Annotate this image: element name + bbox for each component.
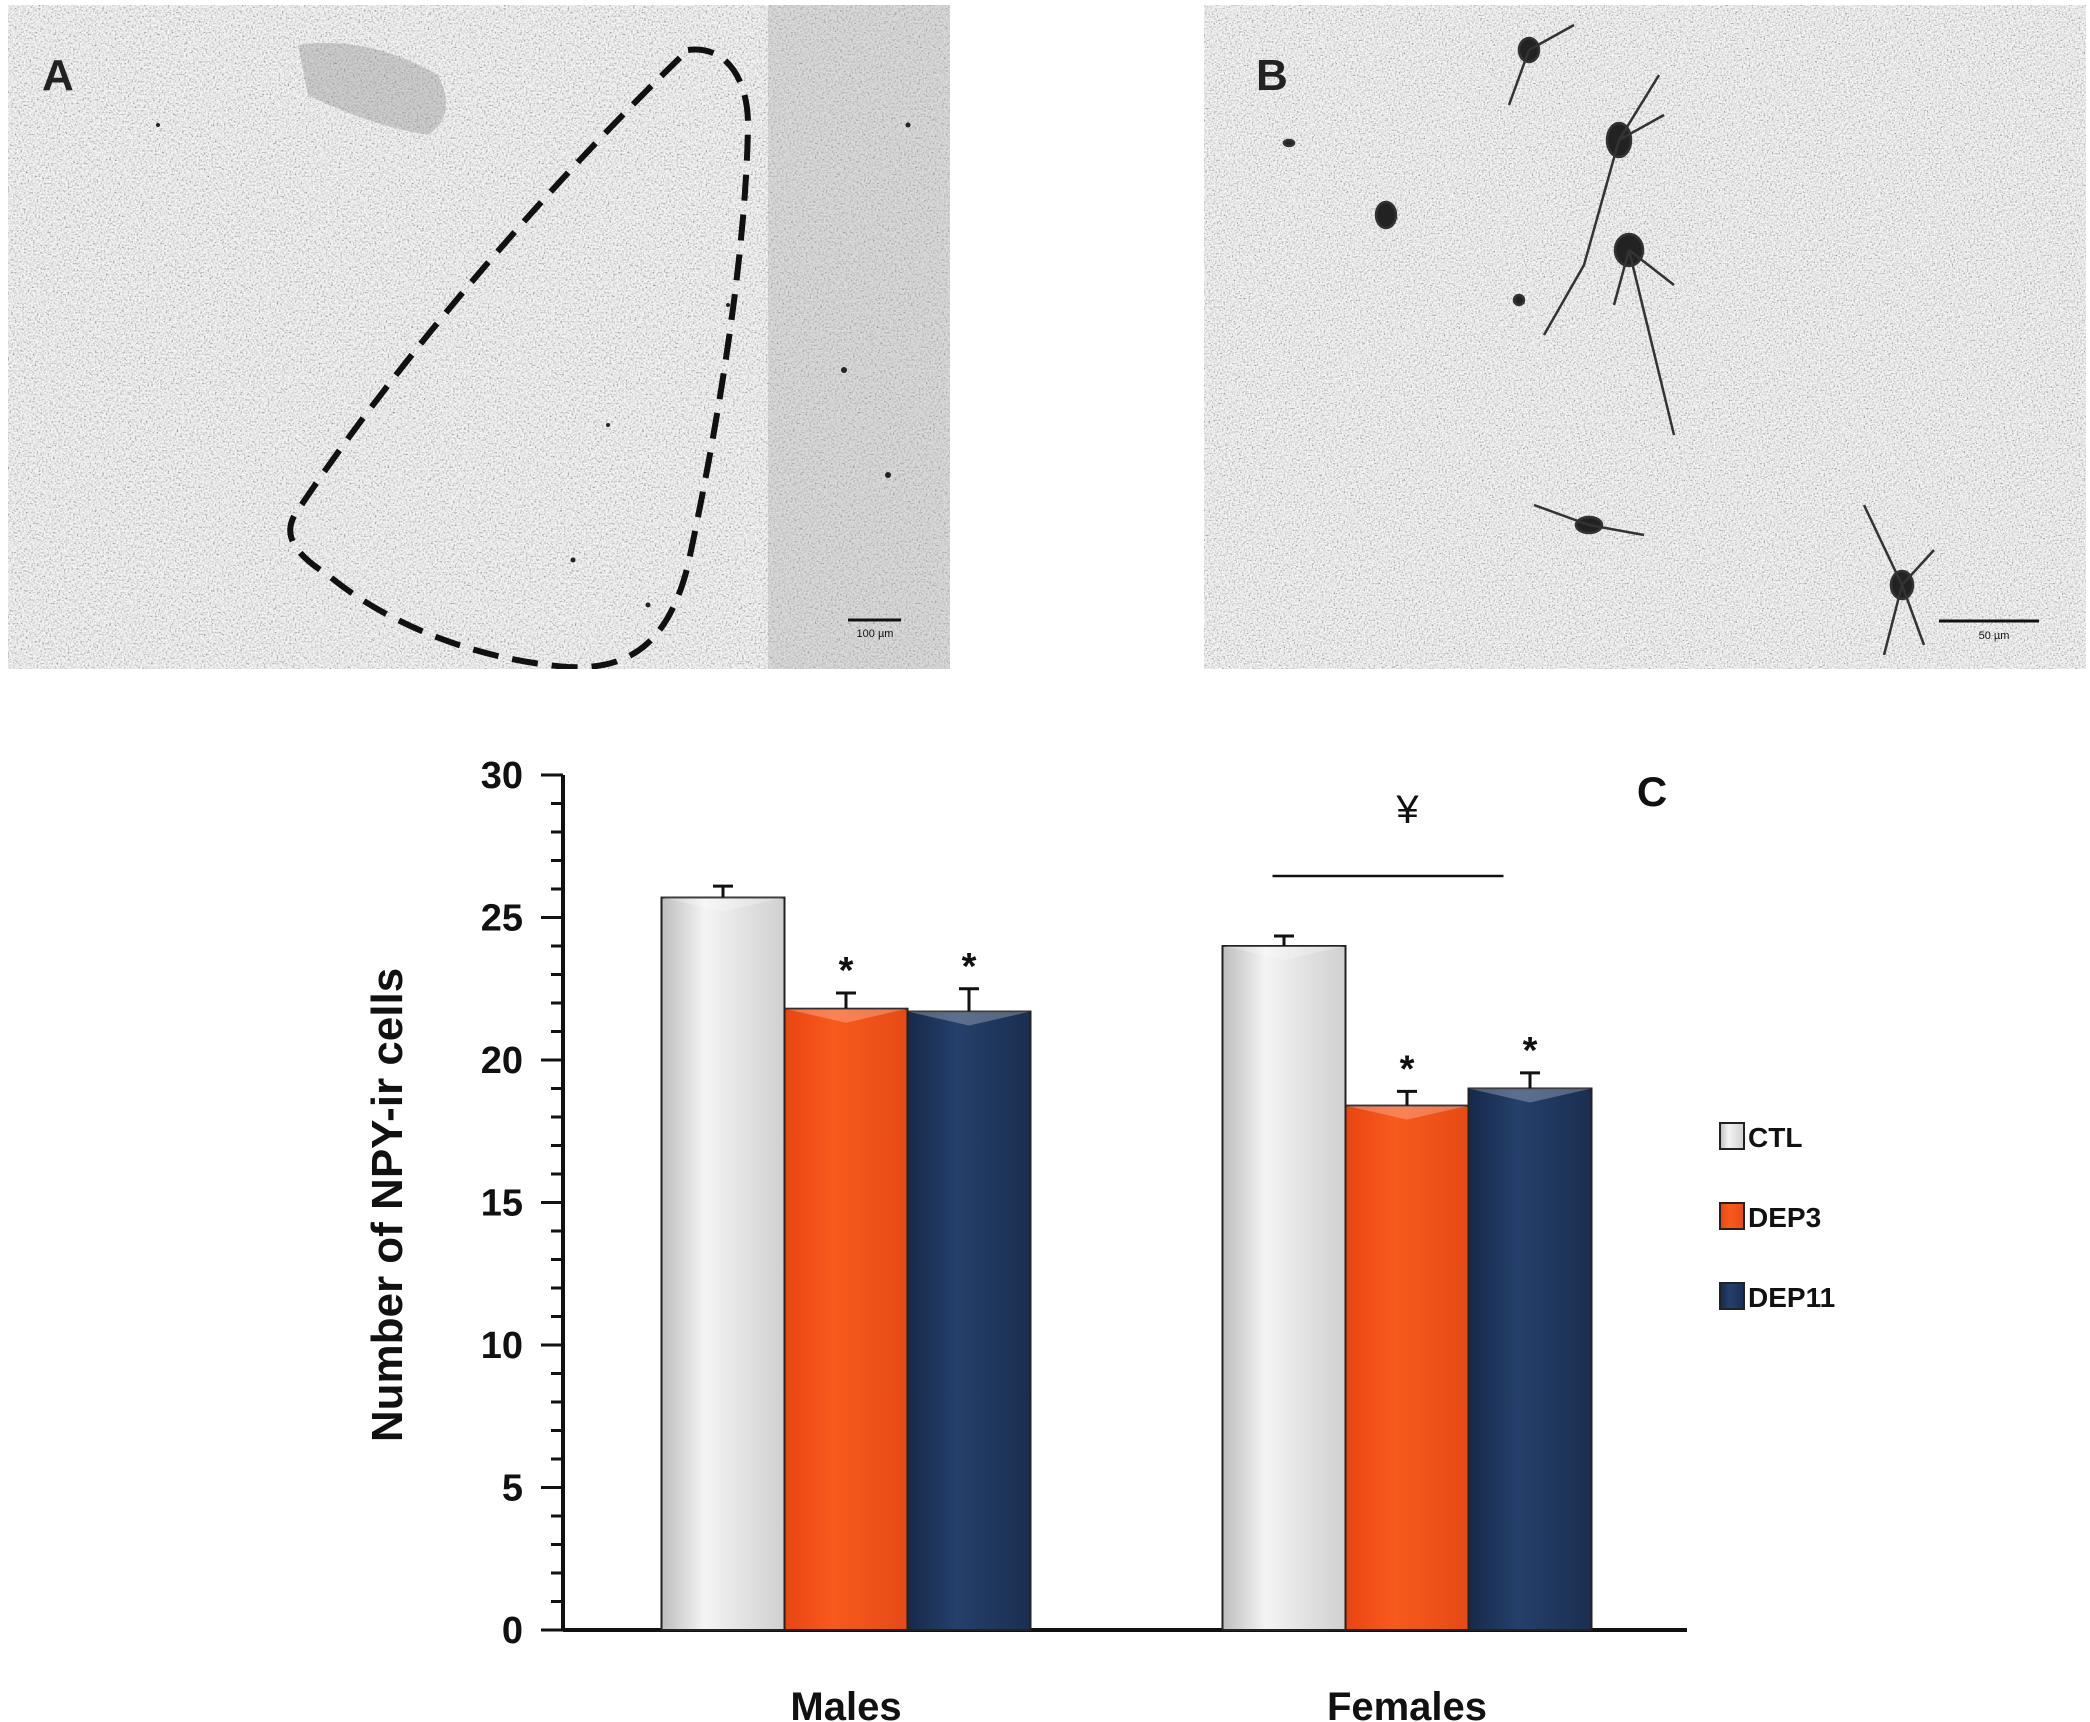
legend-swatch-ctl xyxy=(1719,1122,1745,1150)
bar-ctl-females xyxy=(1221,945,1347,1631)
panel-label-b: B xyxy=(1256,51,1288,100)
significance-marker: * xyxy=(962,946,977,988)
bar-ctl-males xyxy=(660,896,786,1632)
legend-label-dep11: DEP11 xyxy=(1748,1282,1835,1313)
bar-dep3-females xyxy=(1344,1104,1470,1632)
y-tick-label: 0 xyxy=(502,1610,523,1652)
region-outline-dashed xyxy=(287,46,752,669)
legend-swatch-dep3 xyxy=(1719,1202,1745,1230)
bar-bevel xyxy=(1468,1088,1592,1103)
bar-bevel xyxy=(1345,1105,1469,1120)
bar-bevel xyxy=(1222,946,1346,960)
y-tick-label: 10 xyxy=(481,1325,523,1367)
significance-marker: * xyxy=(839,950,854,992)
bar-bevel xyxy=(784,1008,908,1023)
bar-dep11-males xyxy=(906,1010,1032,1631)
neurons xyxy=(1282,23,1935,656)
axes: 0 5 10 15 20 25 30 Males Females xyxy=(481,755,1687,1722)
significance-marker: * xyxy=(1400,1048,1415,1090)
y-tick-label: 25 xyxy=(481,898,523,940)
x-tick-label: Males xyxy=(790,1685,901,1722)
micrograph-panel-b: B 50 µm xyxy=(1204,5,2086,669)
panel-label-a: A xyxy=(42,51,74,100)
y-tick-label: 5 xyxy=(502,1468,523,1510)
bars: * * * * ¥ xyxy=(660,788,1593,1632)
bar-dep11-females xyxy=(1467,1087,1593,1631)
significance-marker: * xyxy=(1523,1030,1538,1072)
legend-swatch-dep11 xyxy=(1719,1282,1745,1310)
legend-label-dep3: DEP3 xyxy=(1748,1202,1821,1233)
x-tick-label: Females xyxy=(1327,1685,1487,1722)
comparison-symbol: ¥ xyxy=(1395,788,1419,832)
bar-bevel xyxy=(907,1011,1031,1026)
scale-bar-label-a: 100 µm xyxy=(857,628,894,640)
micrograph-panel-a: A 100 µm xyxy=(8,5,950,669)
bar-bevel xyxy=(661,897,785,912)
y-axis-label: Number of NPY-ir cells xyxy=(363,968,412,1442)
y-tick-label: 30 xyxy=(481,755,523,797)
y-tick-label: 15 xyxy=(481,1183,523,1225)
panel-label-c: C xyxy=(1637,768,1667,815)
legend: CTL DEP3 DEP11 xyxy=(1719,1122,1835,1313)
bar-chart: 0 5 10 15 20 25 30 Males Females * * * * ¥ Number of… xyxy=(363,755,1835,1722)
scale-bar-label-b: 50 µm xyxy=(1979,630,2010,642)
y-tick-label: 20 xyxy=(481,1040,523,1082)
bar-dep3-males xyxy=(783,1007,909,1631)
legend-label-ctl: CTL xyxy=(1748,1122,1802,1153)
